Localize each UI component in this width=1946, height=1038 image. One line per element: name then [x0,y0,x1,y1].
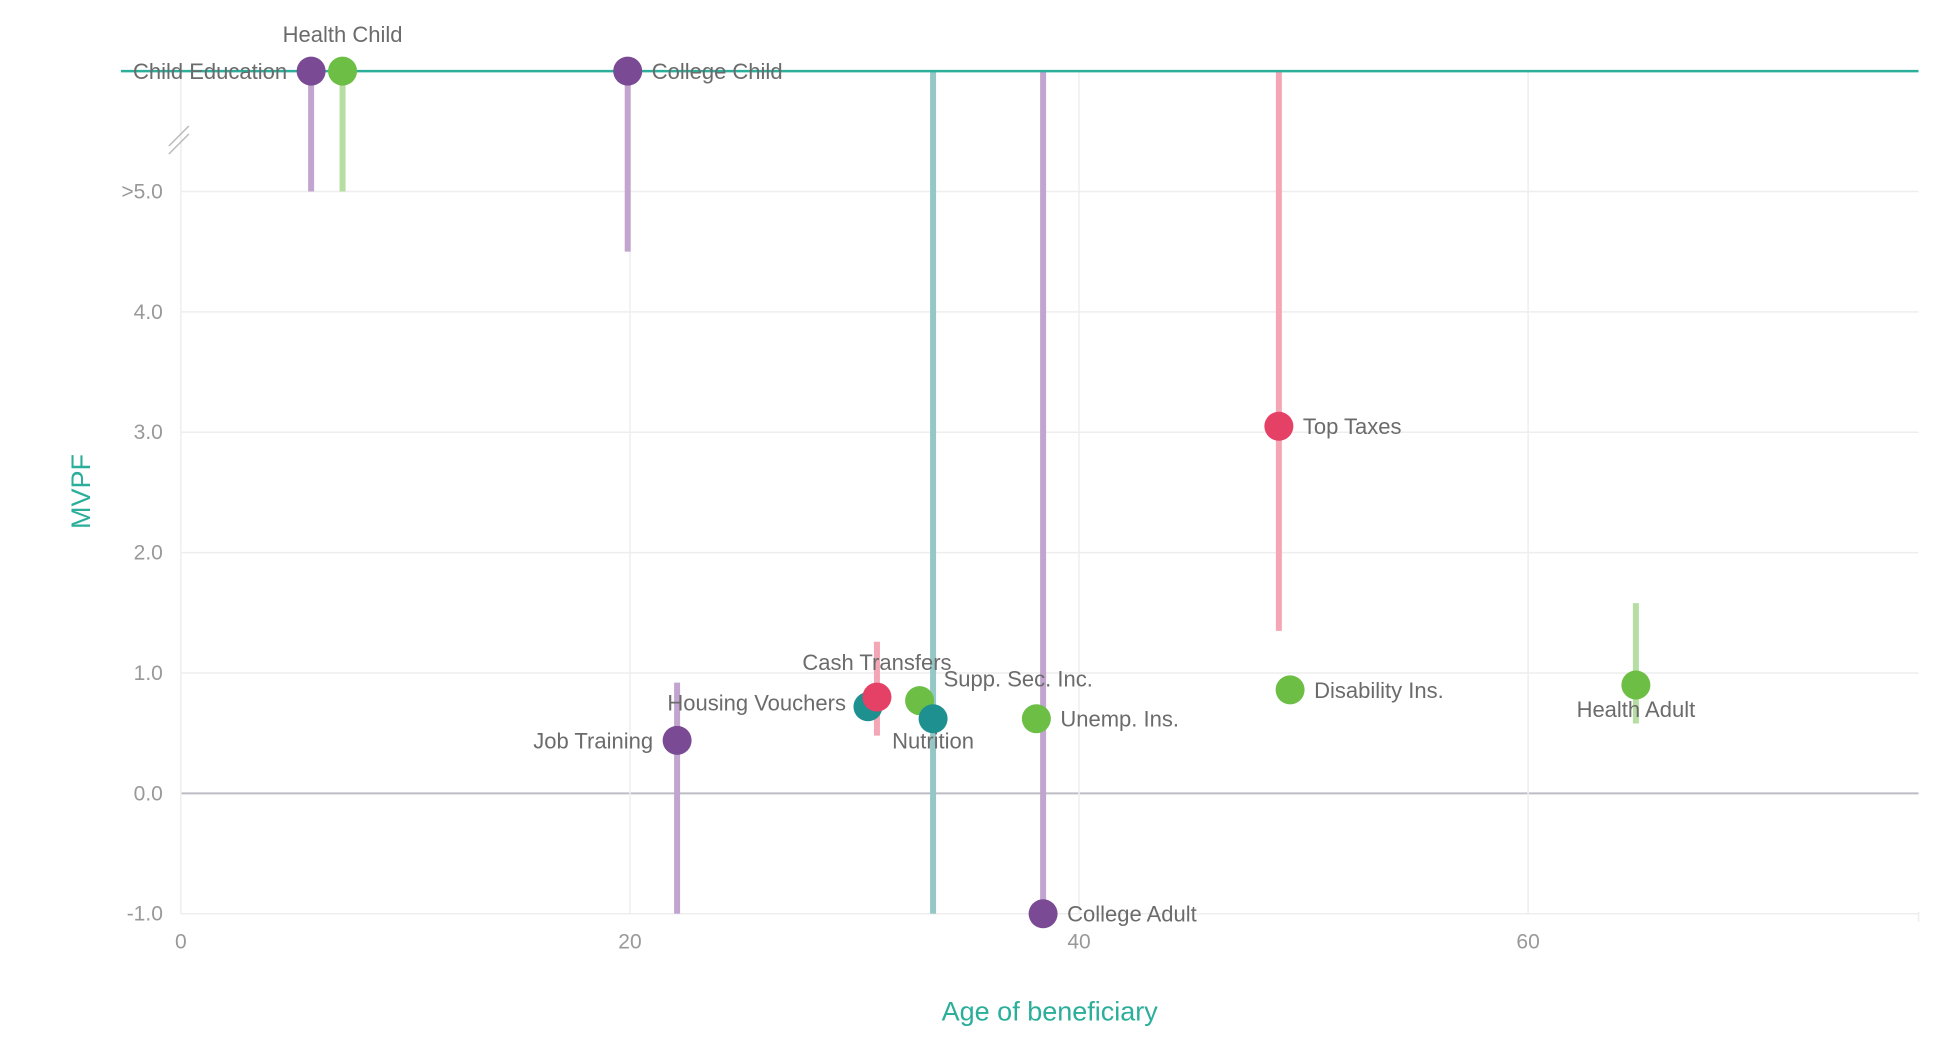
x-tick-label: 20 [618,931,641,954]
point-label: Housing Vouchers [667,691,846,716]
data-point [1021,704,1051,734]
data-points [296,56,1651,929]
confidence-intervals [308,71,1639,914]
y-tick-label: 4.0 [134,301,163,324]
data-point [328,56,358,86]
x-tick-label: 0 [175,931,187,954]
y-tick-label: 0.0 [134,782,163,805]
data-point [613,56,643,86]
y-tick-label: >5.0 [121,180,162,203]
point-label: Top Taxes [1303,414,1402,439]
y-tick-label: -1.0 [127,903,163,926]
point-label: Health Adult [1577,697,1696,722]
data-point [662,725,692,755]
data-point [1028,899,1058,929]
data-point [862,682,892,712]
point-label: College Adult [1067,902,1197,927]
point-label: Supp. Sec. Inc. [944,667,1093,692]
point-label: Child Education [133,59,287,84]
data-point [1275,675,1305,705]
point-label: College Child [652,59,783,84]
y-axis-title: MVPF [66,454,96,529]
data-point [296,56,326,86]
point-label: Cash Transfers [802,650,951,675]
point-label: Health Child [283,22,403,47]
x-tick-label: 60 [1516,931,1539,954]
y-tick-label: 3.0 [134,421,163,444]
x-axis-title: Age of beneficiary [942,996,1159,1026]
point-label: Unemp. Ins. [1060,707,1179,732]
data-point [1264,411,1294,441]
point-label: Job Training [533,728,653,753]
point-label: Disability Ins. [1314,678,1444,703]
data-point [918,704,948,734]
axes: -1.0 0.0 1.0 2.0 3.0 4.0 >5.0 0 20 40 60 [121,125,1540,954]
axis-break-mark [168,133,190,155]
x-tick-label: 40 [1067,931,1090,954]
data-point [1621,670,1651,700]
y-tick-label: 2.0 [134,542,163,565]
axis-break-mark [168,125,190,147]
y-tick-label: 1.0 [134,662,163,685]
gridlines [180,71,1920,922]
point-labels: Child Education Health Child College Child… [133,22,1695,927]
